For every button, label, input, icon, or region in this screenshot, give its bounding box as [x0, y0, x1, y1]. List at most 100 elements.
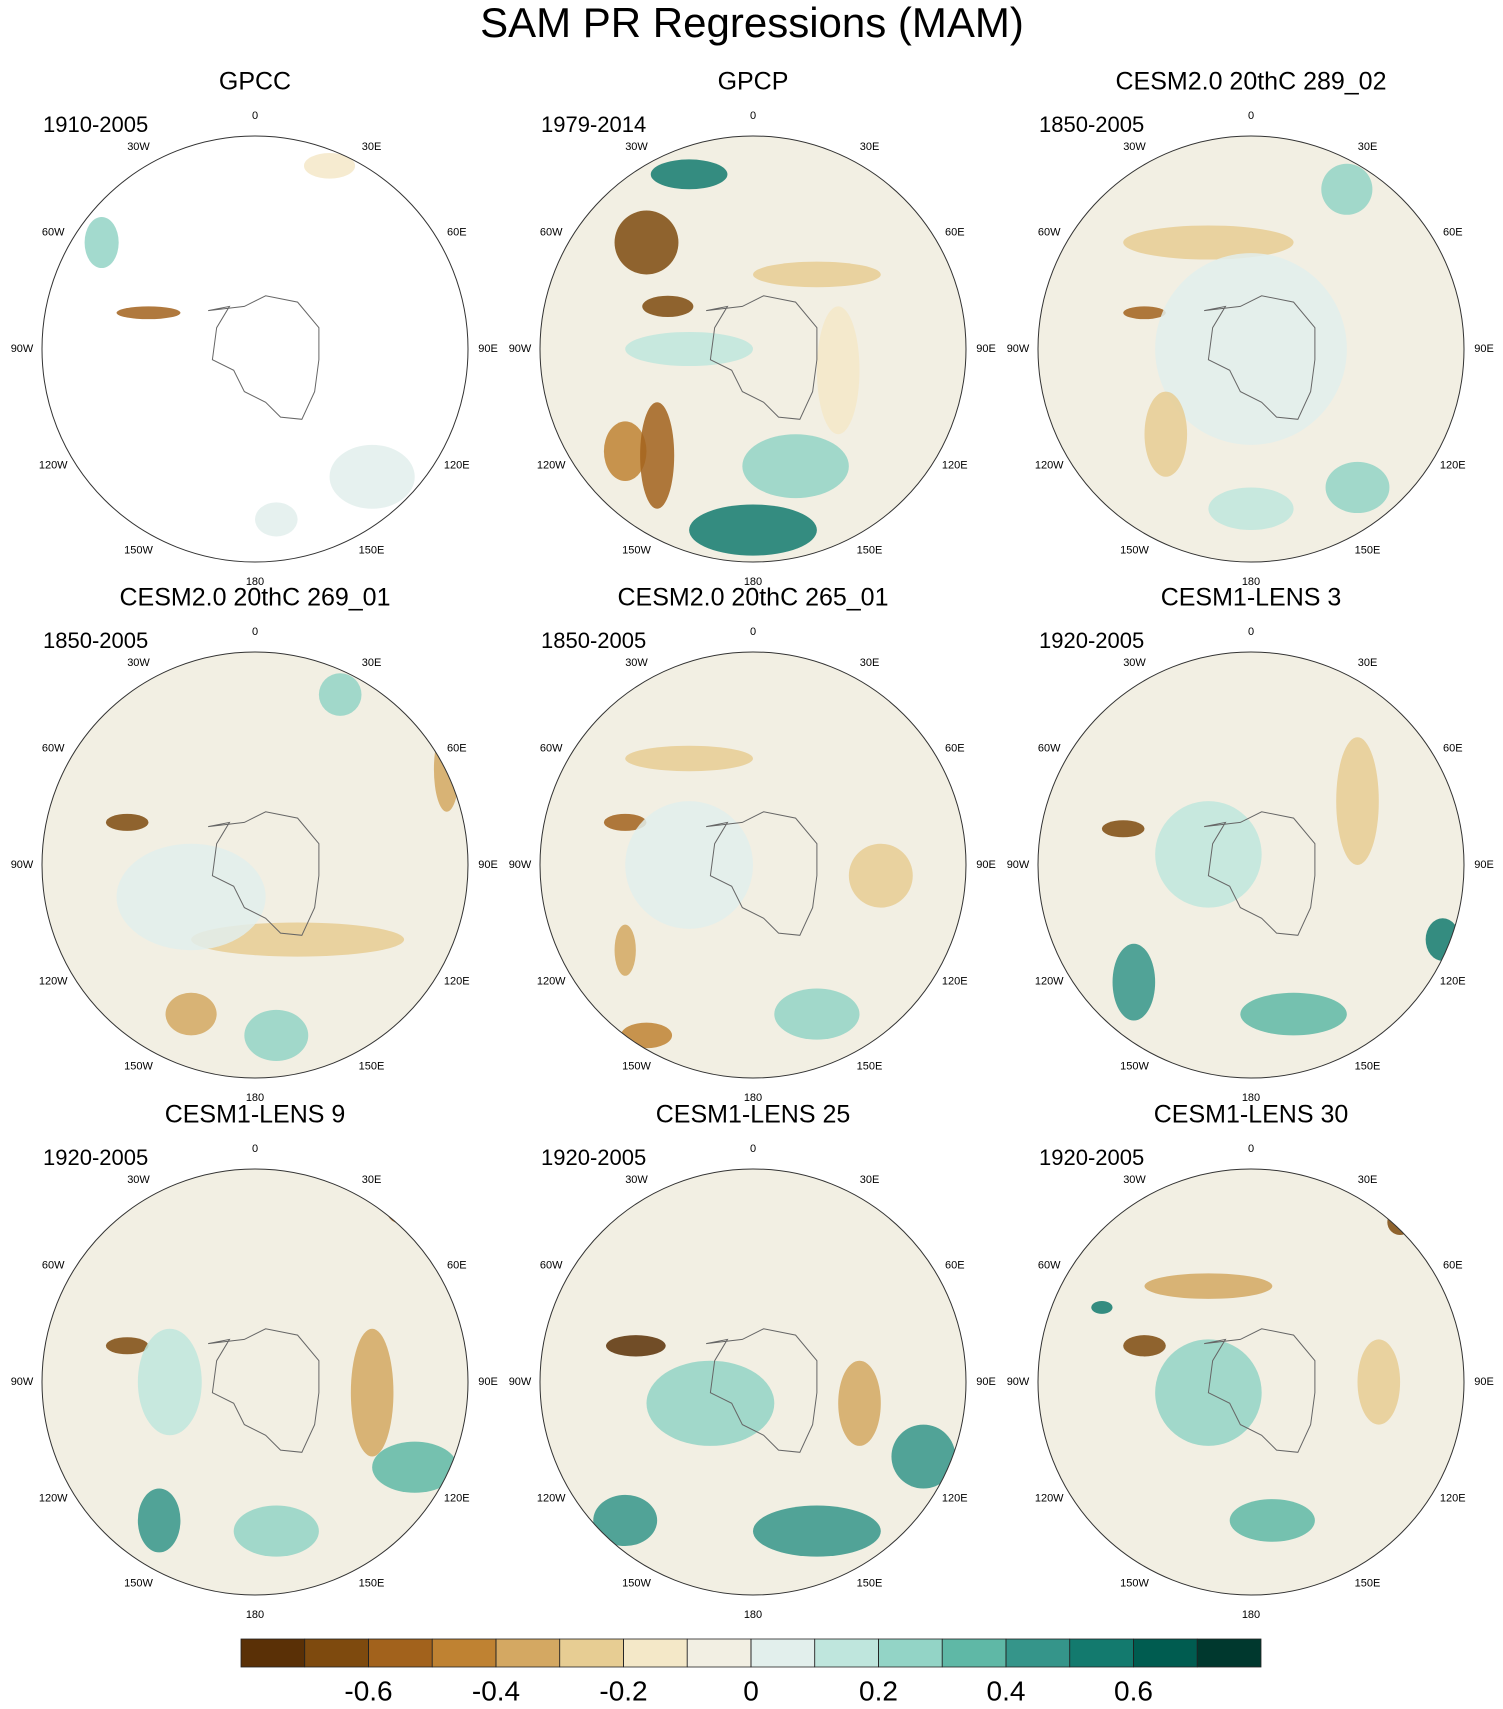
field-blob — [625, 801, 753, 929]
field-blob — [774, 988, 860, 1040]
colorbar-box — [1069, 1638, 1134, 1668]
longitude-label: 0 — [750, 1143, 756, 1155]
field-blob — [625, 331, 753, 367]
colorbar-box — [240, 1638, 306, 1668]
longitude-label: 150E — [359, 1578, 385, 1590]
longitude-label: 180 — [744, 1609, 762, 1621]
longitude-label: 120E — [1440, 459, 1466, 471]
coastline — [1204, 811, 1316, 936]
longitude-label: 90E — [478, 343, 498, 355]
longitude-label: 150W — [622, 1061, 651, 1073]
period-label: 1920-2005 — [1039, 1145, 1144, 1170]
panel-title: CESM1-LENS 9 — [165, 1101, 346, 1129]
field-blob — [603, 813, 647, 831]
longitude-label: 60W — [42, 226, 65, 238]
coastline — [208, 811, 320, 936]
coastline — [706, 1328, 818, 1453]
colorbar-box — [941, 1638, 1007, 1668]
field-blob — [244, 1009, 309, 1061]
field — [603, 159, 881, 556]
colorbar-box — [1005, 1638, 1071, 1668]
field-blob — [593, 1494, 658, 1547]
period-label: 1850-2005 — [1039, 112, 1144, 137]
colorbar-box — [304, 1638, 369, 1668]
field-blob — [891, 1424, 956, 1489]
longitude-label: 90E — [976, 859, 996, 871]
longitude-label: 30E — [362, 1174, 382, 1186]
longitude-label: 120W — [537, 459, 566, 471]
field-blob — [1144, 391, 1188, 477]
longitude-label: 150W — [124, 1061, 153, 1073]
field-blob — [1155, 801, 1262, 908]
map-background — [42, 1169, 468, 1595]
period-label: 1920-2005 — [1039, 628, 1144, 653]
field-blob — [1357, 1339, 1401, 1425]
longitude-label: 90E — [1474, 343, 1494, 355]
longitude-label: 180 — [246, 576, 264, 588]
longitude-label: 120E — [942, 975, 968, 987]
field-blob — [753, 1505, 881, 1557]
field-blob — [1112, 943, 1156, 1021]
longitude-label: 30E — [1358, 1174, 1378, 1186]
field-blob — [1155, 253, 1347, 445]
longitude-label: 30W — [127, 141, 150, 153]
colorbar-tick-label: -0.6 — [344, 1675, 392, 1706]
map-panel: CESM2.0 20thC 289_02 1850-2005 0 30E 60E 90E 1… — [1007, 68, 1494, 588]
longitude-label: 60W — [540, 1259, 563, 1271]
longitude-label: 90E — [478, 859, 498, 871]
longitude-label: 60W — [1038, 742, 1061, 754]
field-blob — [1101, 820, 1145, 838]
longitude-label: 90W — [509, 1376, 532, 1388]
period-label: 1920-2005 — [43, 1145, 148, 1170]
longitude-label: 150W — [1120, 545, 1149, 557]
field-blob — [1123, 225, 1294, 260]
field-blob — [116, 843, 266, 951]
longitude-label: 60E — [1443, 226, 1463, 238]
coastline — [208, 295, 320, 420]
panel-title: CESM1-LENS 3 — [1161, 584, 1342, 612]
longitude-label: 120E — [1440, 1492, 1466, 1504]
longitude-label: 120E — [1440, 975, 1466, 987]
colorbar-tick-label: 0.6 — [1114, 1675, 1153, 1706]
longitude-label: 120E — [444, 1492, 470, 1504]
longitude-label: 90W — [1007, 1376, 1030, 1388]
longitude-label: 180 — [744, 1092, 762, 1104]
longitude-label: 30E — [362, 657, 382, 669]
panel-title: GPCP — [718, 68, 789, 96]
field-blob — [1336, 737, 1379, 865]
longitude-label: 60E — [447, 1259, 467, 1271]
longitude-label: 120W — [39, 459, 68, 471]
map-background — [42, 652, 468, 1078]
longitude-label: 60E — [945, 1259, 965, 1271]
longitude-label: 30W — [127, 657, 150, 669]
longitude-label: 90E — [478, 1376, 498, 1388]
panel-title: CESM1-LENS 30 — [1154, 1101, 1349, 1129]
longitude-label: 150W — [622, 545, 651, 557]
longitude-label: 60E — [945, 226, 965, 238]
longitude-label: 120W — [39, 975, 68, 987]
period-label: 1850-2005 — [541, 628, 646, 653]
longitude-label: 180 — [1242, 576, 1260, 588]
longitude-label: 90W — [11, 859, 34, 871]
map-border — [1037, 651, 1465, 1079]
longitude-label: 60W — [1038, 226, 1061, 238]
coastline — [208, 1328, 320, 1453]
colorbar-tick-label: 0 — [743, 1675, 759, 1706]
longitude-label: 0 — [750, 110, 756, 122]
longitude-label: 0 — [1248, 1143, 1254, 1155]
colorbar-box — [750, 1638, 816, 1668]
longitude-label: 0 — [750, 626, 756, 638]
longitude-label: 30W — [625, 657, 648, 669]
field-blob — [165, 992, 217, 1036]
field-blob — [303, 153, 356, 179]
longitude-label: 120W — [1035, 459, 1064, 471]
longitude-label: 150W — [124, 1578, 153, 1590]
longitude-label: 150E — [1355, 1578, 1381, 1590]
field-blob — [838, 1360, 881, 1446]
period-label: 1850-2005 — [43, 628, 148, 653]
longitude-label: 150W — [1120, 1061, 1149, 1073]
field-blob — [1208, 487, 1294, 531]
longitude-label: 30E — [1358, 141, 1378, 153]
longitude-label: 0 — [1248, 626, 1254, 638]
field-blob — [614, 924, 636, 976]
